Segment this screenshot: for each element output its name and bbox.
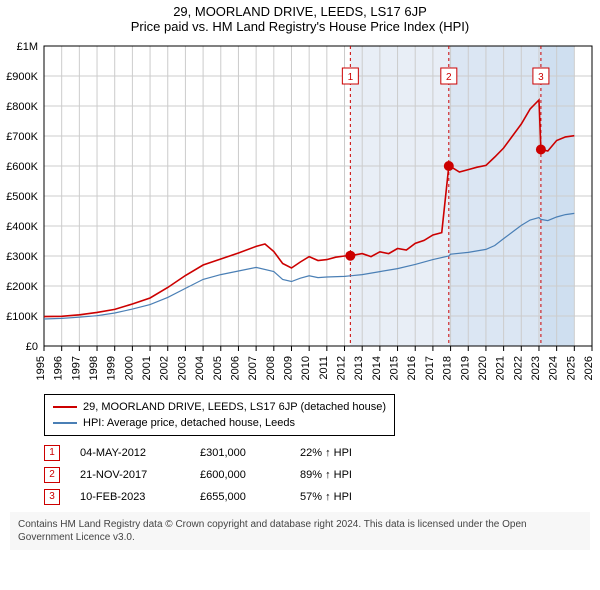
legend-swatch bbox=[53, 406, 77, 408]
svg-text:2021: 2021 bbox=[495, 356, 507, 380]
sale-pct-vs-hpi: 22% ↑ HPI bbox=[300, 442, 400, 464]
legend-item: HPI: Average price, detached house, Leed… bbox=[53, 415, 386, 431]
svg-text:£900K: £900K bbox=[6, 71, 38, 83]
sale-date: 10-FEB-2023 bbox=[80, 486, 180, 508]
sale-row: 1 04-MAY-2012 £301,000 22% ↑ HPI bbox=[44, 442, 590, 464]
sale-row: 3 10-FEB-2023 £655,000 57% ↑ HPI bbox=[44, 486, 590, 508]
svg-text:£100K: £100K bbox=[6, 311, 38, 323]
svg-text:1997: 1997 bbox=[70, 356, 82, 380]
svg-text:2020: 2020 bbox=[477, 356, 489, 380]
svg-text:2014: 2014 bbox=[371, 356, 383, 380]
chart-subtitle: Price paid vs. HM Land Registry's House … bbox=[0, 19, 600, 40]
svg-text:3: 3 bbox=[538, 72, 544, 83]
svg-text:2005: 2005 bbox=[212, 356, 224, 380]
sale-price: £600,000 bbox=[200, 464, 280, 486]
svg-text:2023: 2023 bbox=[530, 356, 542, 380]
svg-text:2006: 2006 bbox=[229, 356, 241, 380]
svg-text:1995: 1995 bbox=[35, 356, 47, 380]
chart-svg: £0 £100K £200K £300K £400K £500K £600K £700K £80… bbox=[0, 40, 600, 390]
svg-text:£1M: £1M bbox=[17, 41, 38, 53]
svg-text:2019: 2019 bbox=[459, 356, 471, 380]
sale-pct-vs-hpi: 57% ↑ HPI bbox=[300, 486, 400, 508]
legend-label: 29, MOORLAND DRIVE, LEEDS, LS17 6JP (det… bbox=[83, 399, 386, 415]
sale-markers-table: 1 04-MAY-2012 £301,000 22% ↑ HPI 2 21-NOV-201… bbox=[44, 442, 590, 508]
svg-text:1998: 1998 bbox=[88, 356, 100, 380]
svg-text:2010: 2010 bbox=[300, 356, 312, 380]
sale-price: £655,000 bbox=[200, 486, 280, 508]
svg-text:2007: 2007 bbox=[247, 356, 259, 380]
svg-text:2016: 2016 bbox=[406, 356, 418, 380]
svg-text:2: 2 bbox=[446, 72, 452, 83]
legend: 29, MOORLAND DRIVE, LEEDS, LS17 6JP (det… bbox=[44, 394, 395, 436]
sale-index-box: 2 bbox=[44, 467, 60, 483]
svg-text:£400K: £400K bbox=[6, 221, 38, 233]
chart-container: 29, MOORLAND DRIVE, LEEDS, LS17 6JP Pric… bbox=[0, 0, 600, 550]
legend-item: 29, MOORLAND DRIVE, LEEDS, LS17 6JP (det… bbox=[53, 399, 386, 415]
attribution-footer: Contains HM Land Registry data © Crown c… bbox=[10, 512, 590, 550]
sale-date: 21-NOV-2017 bbox=[80, 464, 180, 486]
svg-text:2022: 2022 bbox=[512, 356, 524, 380]
svg-text:1996: 1996 bbox=[53, 356, 65, 380]
svg-text:£300K: £300K bbox=[6, 251, 38, 263]
svg-text:2000: 2000 bbox=[123, 356, 135, 380]
svg-text:2008: 2008 bbox=[265, 356, 277, 380]
svg-text:£700K: £700K bbox=[6, 131, 38, 143]
svg-text:2026: 2026 bbox=[583, 356, 595, 380]
svg-text:2013: 2013 bbox=[353, 356, 365, 380]
svg-text:2009: 2009 bbox=[282, 356, 294, 380]
svg-text:£200K: £200K bbox=[6, 281, 38, 293]
sale-pct-vs-hpi: 89% ↑ HPI bbox=[300, 464, 400, 486]
svg-text:2018: 2018 bbox=[442, 356, 454, 380]
sale-row: 2 21-NOV-2017 £600,000 89% ↑ HPI bbox=[44, 464, 590, 486]
svg-text:£500K: £500K bbox=[6, 191, 38, 203]
plot-area: £0 £100K £200K £300K £400K £500K £600K £700K £80… bbox=[0, 40, 600, 390]
sale-date: 04-MAY-2012 bbox=[80, 442, 180, 464]
svg-text:2002: 2002 bbox=[159, 356, 171, 380]
svg-text:2024: 2024 bbox=[548, 356, 560, 380]
svg-text:1: 1 bbox=[348, 72, 354, 83]
svg-text:2004: 2004 bbox=[194, 356, 206, 380]
legend-label: HPI: Average price, detached house, Leed… bbox=[83, 415, 295, 431]
svg-text:£600K: £600K bbox=[6, 161, 38, 173]
sale-price: £301,000 bbox=[200, 442, 280, 464]
svg-text:2012: 2012 bbox=[336, 356, 348, 380]
svg-text:2001: 2001 bbox=[141, 356, 153, 380]
svg-text:2025: 2025 bbox=[565, 356, 577, 380]
svg-text:2003: 2003 bbox=[176, 356, 188, 380]
legend-swatch bbox=[53, 422, 77, 424]
svg-text:2017: 2017 bbox=[424, 356, 436, 380]
svg-text:2011: 2011 bbox=[318, 356, 330, 380]
svg-text:£0: £0 bbox=[26, 341, 38, 353]
sale-index-box: 3 bbox=[44, 489, 60, 505]
svg-text:2015: 2015 bbox=[389, 356, 401, 380]
sale-index-box: 1 bbox=[44, 445, 60, 461]
svg-text:1999: 1999 bbox=[106, 356, 118, 380]
chart-title: 29, MOORLAND DRIVE, LEEDS, LS17 6JP bbox=[0, 0, 600, 19]
svg-text:£800K: £800K bbox=[6, 101, 38, 113]
